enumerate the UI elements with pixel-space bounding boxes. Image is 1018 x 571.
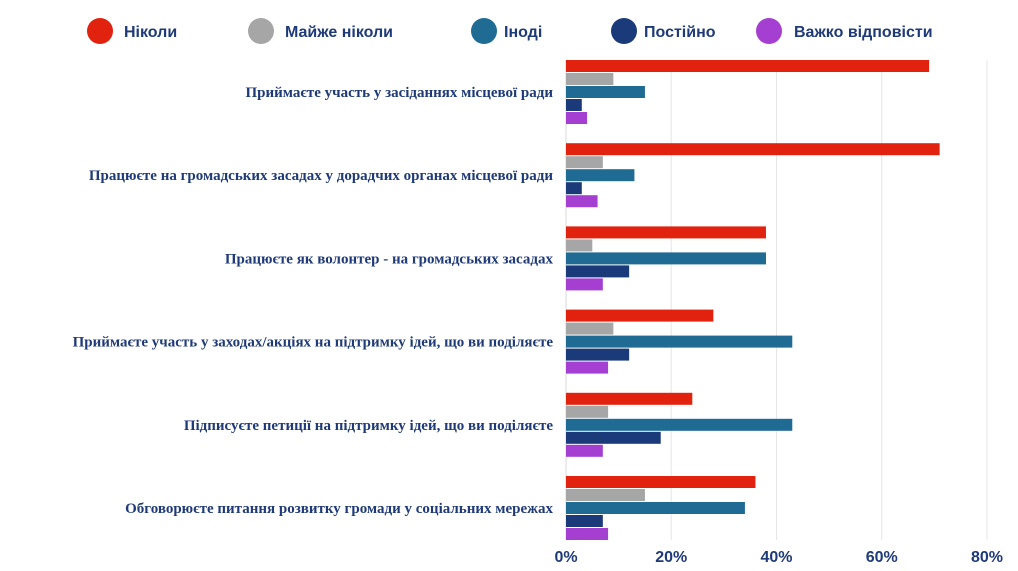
bar [566, 515, 603, 527]
bar [566, 489, 645, 501]
category-label: Працюєте на громадських засадах у дорадч… [89, 168, 554, 184]
legend-label: Майже ніколи [285, 24, 393, 41]
bar [566, 112, 588, 124]
x-tick-label: 80% [971, 549, 1003, 566]
legend-label: Іноді [504, 24, 542, 41]
bar [566, 278, 603, 291]
gridlines [565, 60, 988, 540]
bar [566, 476, 756, 488]
bar [566, 226, 766, 239]
bar [566, 156, 603, 169]
bar [566, 169, 635, 182]
legend-marker [471, 18, 497, 44]
bar [566, 195, 598, 208]
category-label: Підписуєте петиції на підтримку ідей, що… [184, 418, 553, 434]
x-tick-label: 20% [655, 549, 687, 566]
category-label: Приймаєте участь у засіданнях місцевої р… [245, 85, 553, 101]
bars [566, 60, 940, 540]
category-label: Приймаєте участь у заходах/акціях на під… [73, 335, 554, 351]
bar [566, 444, 603, 457]
bar [566, 361, 609, 374]
legend-label: Ніколи [124, 24, 177, 41]
legend-marker [87, 18, 113, 44]
x-tick-label: 60% [866, 549, 898, 566]
bar [566, 348, 630, 361]
legend-marker [756, 18, 782, 44]
x-tick-label: 40% [760, 549, 792, 566]
bar [566, 431, 661, 444]
bar [566, 265, 630, 278]
bar [566, 335, 793, 348]
bar [566, 252, 766, 265]
x-tick-labels: 0% 20% 40% 60% 80% [554, 549, 1003, 566]
bar [566, 86, 645, 98]
bar [566, 60, 930, 72]
legend-marker [611, 18, 637, 44]
bar [566, 418, 793, 431]
bar [566, 143, 940, 156]
category-labels: Приймаєте участь у засіданнях місцевої р… [73, 85, 554, 517]
bar [566, 528, 609, 540]
bar [566, 392, 693, 405]
legend-label: Постійно [644, 24, 716, 41]
bar [566, 322, 614, 335]
bar [566, 239, 593, 252]
legend-marker [248, 18, 274, 44]
x-tick-label: 0% [554, 549, 577, 566]
bar [566, 502, 745, 514]
category-label: Працюєте як волонтер - на громадських за… [225, 251, 554, 267]
legend-label: Важко відповісти [794, 24, 933, 41]
bar [566, 99, 582, 111]
bar [566, 73, 614, 85]
category-label: Обговорюєте питання розвитку громади у с… [125, 501, 553, 517]
legend: Ніколи Майже ніколи Іноді Постійно Важко від… [87, 18, 933, 44]
bar [566, 405, 609, 418]
bar [566, 182, 582, 195]
bar [566, 309, 714, 322]
